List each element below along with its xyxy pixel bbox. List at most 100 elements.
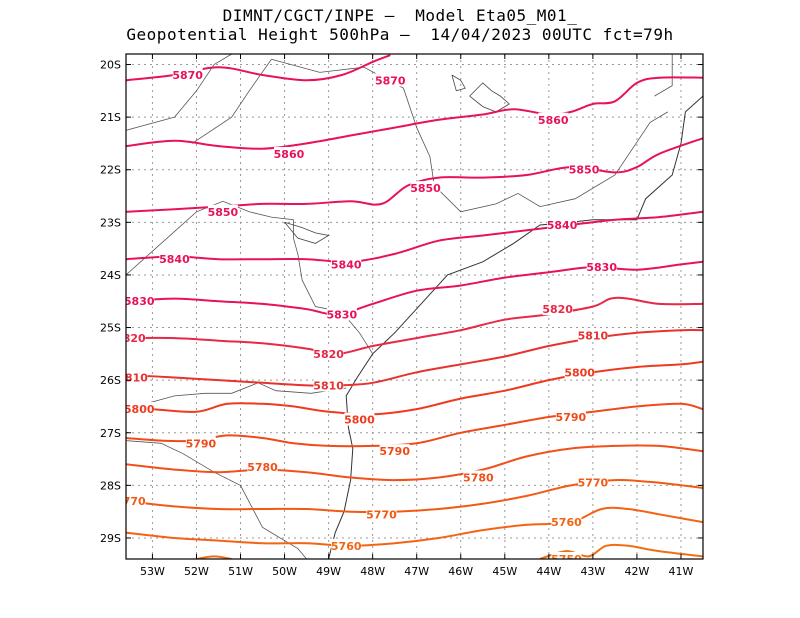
contour-label-bg	[555, 409, 586, 423]
contour-5800	[126, 360, 703, 416]
contour-label-5860: 5860	[538, 114, 569, 127]
contour-label-5790: 5790	[186, 437, 217, 450]
contour-label-5800: 5800	[124, 403, 155, 416]
contour-label-bg	[344, 412, 375, 426]
contour-label-5770: 5770	[578, 477, 609, 490]
contour-label-5840: 5840	[159, 253, 190, 266]
lat-tick-label: 20S	[100, 59, 121, 72]
contour-label-bg	[247, 459, 278, 473]
contour-5840	[126, 210, 703, 263]
lat-tick-label: 26S	[100, 374, 121, 387]
contour-label-bg	[326, 307, 357, 321]
lon-tick-label: 53W	[140, 565, 165, 578]
contour-label-5810: 5810	[313, 379, 344, 392]
contour-5820	[126, 296, 703, 355]
contour-5860	[126, 76, 703, 150]
contour-label-5850: 5850	[410, 182, 441, 195]
contour-label-5800: 5800	[564, 366, 595, 379]
lon-tick-label: 46W	[448, 565, 473, 578]
contour-label-5840: 5840	[331, 258, 362, 271]
lon-tick-label: 50W	[272, 565, 297, 578]
coastline	[328, 95, 703, 559]
lon-tick-label: 41W	[669, 565, 694, 578]
lon-tick-label: 47W	[404, 565, 429, 578]
chart-title-line-2: Geopotential Height 500hPa – 14/04/2023 …	[126, 25, 674, 44]
contour-label-5870: 5870	[375, 74, 406, 87]
contour-label-bg	[172, 68, 203, 82]
contour-label-5830: 5830	[327, 308, 358, 321]
lat-tick-label: 25S	[100, 322, 121, 335]
lat-tick-label: 29S	[100, 532, 121, 545]
lat-tick-label: 27S	[100, 427, 121, 440]
contour-5850	[126, 137, 703, 213]
contour-label-bg	[375, 73, 406, 87]
contour-label-5790: 5790	[379, 445, 410, 458]
reservoir-outline	[284, 221, 330, 244]
contour-5780	[126, 444, 703, 482]
contour-label-bg	[126, 402, 155, 416]
contour-label-bg	[207, 204, 238, 218]
contour-5750	[539, 543, 703, 559]
lon-tick-label: 48W	[360, 565, 385, 578]
state-border	[126, 440, 307, 559]
lat-tick-label: 28S	[100, 479, 121, 492]
contour-label-5770: 5770	[115, 495, 146, 508]
contour-label-5760: 5760	[551, 516, 582, 529]
contour-label-bg	[273, 146, 304, 160]
contour-label-bg	[463, 470, 494, 484]
contour-label-bg	[313, 346, 344, 360]
contour-label-bg	[185, 436, 216, 450]
lon-tick-label: 45W	[492, 565, 517, 578]
contour-label-5870: 5870	[172, 69, 203, 82]
contour-label-bg	[366, 507, 397, 521]
contour-5770	[126, 479, 703, 513]
contour-label-bg	[126, 370, 148, 384]
lat-tick-label: 24S	[100, 269, 121, 282]
plot-area	[126, 54, 703, 559]
reservoir-outline	[469, 82, 510, 113]
contour-label-bg	[586, 260, 617, 274]
lon-tick-label: 52W	[184, 565, 209, 578]
contour-label-5770: 5770	[366, 508, 397, 521]
contour-label-bg	[126, 331, 146, 345]
contour-label-bg	[331, 257, 362, 271]
contour-label-bg	[313, 378, 344, 392]
contour-label-bg	[379, 444, 410, 458]
lon-tick-label: 44W	[536, 565, 561, 578]
contour-label-5830: 5830	[124, 295, 155, 308]
contour-label-5780: 5780	[247, 461, 278, 474]
contour-label-5860: 5860	[274, 148, 305, 161]
contour-label-bg	[331, 538, 362, 552]
contour-label-bg	[551, 552, 582, 559]
contour-5760	[126, 506, 703, 547]
contour-label-bg	[577, 328, 608, 342]
contour-label-5800: 5800	[344, 414, 375, 427]
contour-label-bg	[577, 475, 608, 489]
contour-label-5810: 5810	[578, 329, 609, 342]
lat-tick-label: 22S	[100, 164, 121, 177]
contour-label-bg	[542, 302, 573, 316]
contour-5810	[126, 328, 703, 387]
contour-label-bg	[159, 252, 190, 266]
contour-label-5810: 5810	[117, 372, 148, 385]
contour-label-5820: 5820	[313, 348, 344, 361]
contour-label-bg	[547, 217, 578, 231]
lat-tick-label: 21S	[100, 111, 121, 124]
contour-label-bg	[551, 515, 582, 529]
contour-label-bg	[569, 162, 600, 176]
contour-label-5820: 5820	[542, 303, 573, 316]
lon-tick-label: 51W	[228, 565, 253, 578]
contour-label-5840: 5840	[547, 219, 578, 232]
contour-label-bg	[410, 181, 441, 195]
contour-label-bg	[126, 294, 155, 308]
contour-label-bg	[538, 112, 569, 126]
contour-label-5780: 5780	[463, 471, 494, 484]
contour-label-5850: 5850	[208, 206, 239, 219]
contour-label-5790: 5790	[556, 411, 587, 424]
contour-label-5750: 5750	[551, 553, 582, 566]
contour-5750	[196, 555, 232, 559]
lon-tick-label: 43W	[580, 565, 605, 578]
plot-frame	[125, 53, 704, 560]
contour-labels: 5870 5870 5860 5860 5850 5850 5850 5840 5840 5840…	[115, 68, 617, 566]
